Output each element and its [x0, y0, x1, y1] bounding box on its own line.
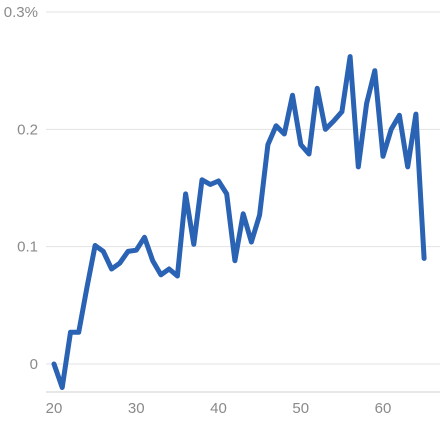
x-tick-label-0: 20 [46, 400, 63, 417]
x-tick-label-4: 60 [375, 400, 392, 417]
x-tick-label-2: 40 [210, 400, 227, 417]
y-tick-label-2: 0.2 [17, 121, 38, 138]
y-tick-label-1: 0.1 [17, 239, 38, 256]
series-layer [54, 57, 424, 388]
x-axis-tick-labels: 20 30 40 50 60 [46, 400, 392, 417]
x-tick-label-3: 50 [292, 400, 309, 417]
y-tick-label-0: 0 [30, 356, 38, 373]
y-tick-label-3: 0.3% [4, 4, 38, 21]
y-axis-tick-labels: 0 0.1 0.2 0.3% [4, 4, 38, 373]
series-line-0 [54, 57, 424, 388]
x-tick-label-1: 30 [128, 400, 145, 417]
gridlines [46, 12, 440, 392]
